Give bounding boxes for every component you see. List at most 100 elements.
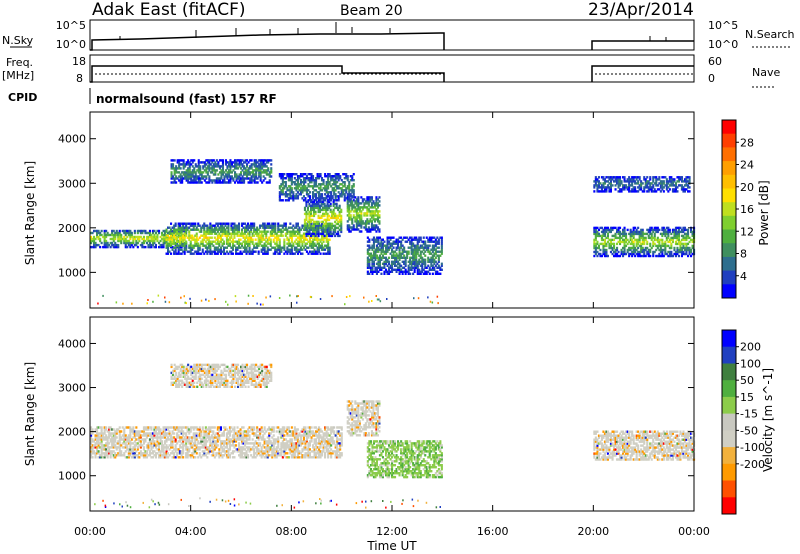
data-cell: [179, 179, 182, 182]
data-cell: [364, 228, 367, 231]
data-cell: [691, 230, 694, 234]
data-cell: [206, 165, 209, 168]
data-cell: [136, 229, 139, 233]
data-cell: [183, 228, 186, 231]
data-cell: [641, 190, 644, 193]
data-cell: [646, 182, 649, 185]
data-cell: [309, 195, 312, 198]
data-cell: [99, 442, 102, 445]
data-cell: [281, 193, 284, 196]
data-cell: [655, 230, 658, 234]
data-cell: [287, 173, 290, 176]
data-cell: [308, 226, 311, 230]
data-cell: [597, 246, 600, 250]
data-cell: [214, 165, 217, 168]
data-cell: [138, 237, 141, 241]
data-cell: [96, 229, 99, 233]
data-cell: [640, 250, 643, 254]
data-cell: [299, 181, 302, 184]
data-cell: [422, 268, 425, 271]
data-cell: [643, 248, 646, 252]
data-cell: [191, 169, 194, 172]
data-cell: [257, 250, 260, 253]
data-cell: [123, 440, 126, 443]
data-cell: [366, 212, 369, 215]
data-cell: [127, 243, 130, 247]
data-cell: [99, 233, 102, 237]
data-cell: [188, 181, 191, 184]
data-cell: [346, 204, 349, 207]
data-cell: [413, 260, 416, 263]
data-cell: [183, 236, 186, 239]
data-cell: [352, 196, 355, 199]
colorbar-tick-label: 12: [740, 225, 754, 238]
data-cell: [289, 250, 292, 253]
data-cell: [614, 250, 617, 254]
data-cell: [371, 248, 374, 251]
data-cell: [246, 165, 249, 168]
data-cell: [614, 234, 617, 238]
data-cell: [284, 195, 287, 198]
data-cell: [328, 197, 331, 200]
data-cell: [434, 260, 437, 263]
data-cell: [428, 252, 431, 255]
data-cell: [126, 241, 129, 245]
data-cell: [192, 236, 195, 239]
data-cell: [183, 248, 186, 251]
data-cell: [302, 234, 305, 237]
data-cell: [224, 181, 227, 184]
data-cell: [150, 428, 153, 431]
data-cell: [665, 236, 668, 240]
data-cell: [367, 208, 370, 211]
data-cell: [652, 252, 655, 256]
data-cell: [265, 296, 267, 299]
data-cell: [395, 248, 398, 251]
data-cell: [674, 182, 677, 185]
data-cell: [407, 272, 410, 275]
data-cell: [244, 246, 247, 249]
data-cell: [191, 244, 194, 247]
data-cell: [271, 246, 274, 249]
data-cell: [123, 231, 126, 235]
data-cell: [290, 197, 293, 200]
data-cell: [422, 240, 425, 243]
data-cell: [647, 236, 650, 240]
data-cell: [109, 434, 112, 437]
data-cell: [133, 229, 136, 233]
data-cell: [168, 230, 171, 233]
data-cell: [229, 161, 232, 164]
data-cell: [677, 238, 680, 242]
data-cell: [400, 240, 403, 243]
data-cell: [594, 178, 597, 181]
data-cell: [236, 234, 239, 237]
data-cell: [644, 246, 647, 250]
data-cell: [366, 200, 369, 203]
data-cell: [298, 238, 301, 241]
data-cell: [628, 248, 631, 252]
data-cell: [619, 178, 622, 181]
data-cell: [433, 258, 436, 261]
data-cell: [286, 228, 289, 231]
data-cell: [372, 244, 375, 247]
data-cell: [106, 450, 109, 453]
data-cell: [118, 231, 121, 235]
data-cell: [328, 191, 331, 194]
data-cell: [325, 204, 328, 208]
data-cell: [641, 182, 644, 185]
data-cell: [145, 432, 148, 435]
data-cell: [375, 218, 378, 221]
data-cell: [662, 182, 665, 185]
data-cell: [248, 244, 251, 247]
data-cell: [212, 179, 215, 182]
data-cell: [106, 438, 109, 441]
data-cell: [318, 187, 321, 190]
data-cell: [174, 248, 177, 251]
data-cell: [115, 301, 118, 304]
data-cell: [378, 200, 381, 203]
data-cell: [244, 230, 247, 233]
data-cell: [608, 244, 611, 248]
data-cell: [142, 239, 145, 243]
data-cell: [418, 268, 421, 271]
data-cell: [309, 199, 312, 202]
data-cell: [219, 252, 222, 255]
